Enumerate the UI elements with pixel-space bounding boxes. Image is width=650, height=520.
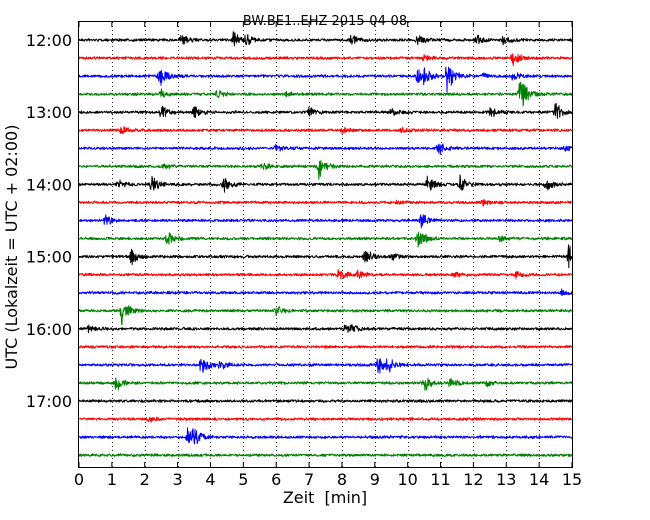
trace-1615 bbox=[78, 344, 573, 349]
x-axis-label: Zeit [min] bbox=[283, 488, 367, 507]
x-tick-label: 9 bbox=[370, 470, 380, 489]
trace-1600 bbox=[78, 323, 573, 334]
x-tick-label: 0 bbox=[74, 470, 84, 489]
trace-1415 bbox=[78, 199, 573, 207]
trace-1700 bbox=[78, 399, 573, 403]
trace-1730 bbox=[78, 427, 573, 445]
y-tick-label: 17:00 bbox=[26, 392, 72, 411]
x-tick-label: 10 bbox=[397, 470, 417, 489]
trace-1630 bbox=[78, 358, 573, 374]
x-tick-label: 8 bbox=[337, 470, 347, 489]
trace-1300 bbox=[78, 103, 573, 119]
x-tick-label: 4 bbox=[205, 470, 215, 489]
y-tick-label: 12:00 bbox=[26, 31, 72, 50]
x-tick-label: 1 bbox=[107, 470, 117, 489]
trace-1645 bbox=[78, 377, 573, 391]
x-tick-label: 7 bbox=[304, 470, 314, 489]
trace-1500 bbox=[78, 244, 573, 269]
x-tick-label: 15 bbox=[562, 470, 582, 489]
y-tick-label: 14:00 bbox=[26, 175, 72, 194]
trace-1245 bbox=[78, 81, 573, 107]
y-tick-label: 16:00 bbox=[26, 320, 72, 339]
x-tick-label: 6 bbox=[271, 470, 281, 489]
x-tick-label: 2 bbox=[140, 470, 150, 489]
y-tick-label: 13:00 bbox=[26, 103, 72, 122]
x-tick-label: 13 bbox=[496, 470, 516, 489]
trace-1345 bbox=[78, 160, 573, 180]
trace-1530 bbox=[78, 288, 573, 296]
x-tick-label: 11 bbox=[430, 470, 450, 489]
y-axis-label: UTC (Lokalzeit = UTC + 02:00) bbox=[2, 125, 21, 370]
trace-1400 bbox=[78, 174, 573, 193]
x-tick-label: 3 bbox=[173, 470, 183, 489]
x-tick-label: 14 bbox=[529, 470, 549, 489]
trace-1445 bbox=[78, 231, 573, 248]
trace-1745 bbox=[78, 453, 573, 458]
trace-1330 bbox=[78, 143, 573, 156]
trace-1200 bbox=[78, 31, 573, 47]
y-tick-label: 15:00 bbox=[26, 248, 72, 267]
trace-1215 bbox=[78, 53, 573, 67]
trace-group bbox=[78, 31, 573, 458]
trace-1230 bbox=[78, 66, 573, 93]
x-axis: 0 1 2 3 4 5 6 7 8 9 10 11 12 13 14 15 bbox=[74, 22, 582, 489]
trace-1515 bbox=[78, 268, 573, 280]
x-tick-label: 12 bbox=[463, 470, 483, 489]
trace-1545 bbox=[78, 305, 573, 325]
x-tick-label: 5 bbox=[238, 470, 248, 489]
trace-1315 bbox=[78, 125, 573, 135]
y-axis: 12:00 13:00 14:00 15:00 16:00 17:00 bbox=[26, 31, 572, 411]
plot-frame bbox=[78, 21, 573, 468]
trace-1430 bbox=[78, 214, 573, 229]
trace-1715 bbox=[78, 416, 573, 423]
